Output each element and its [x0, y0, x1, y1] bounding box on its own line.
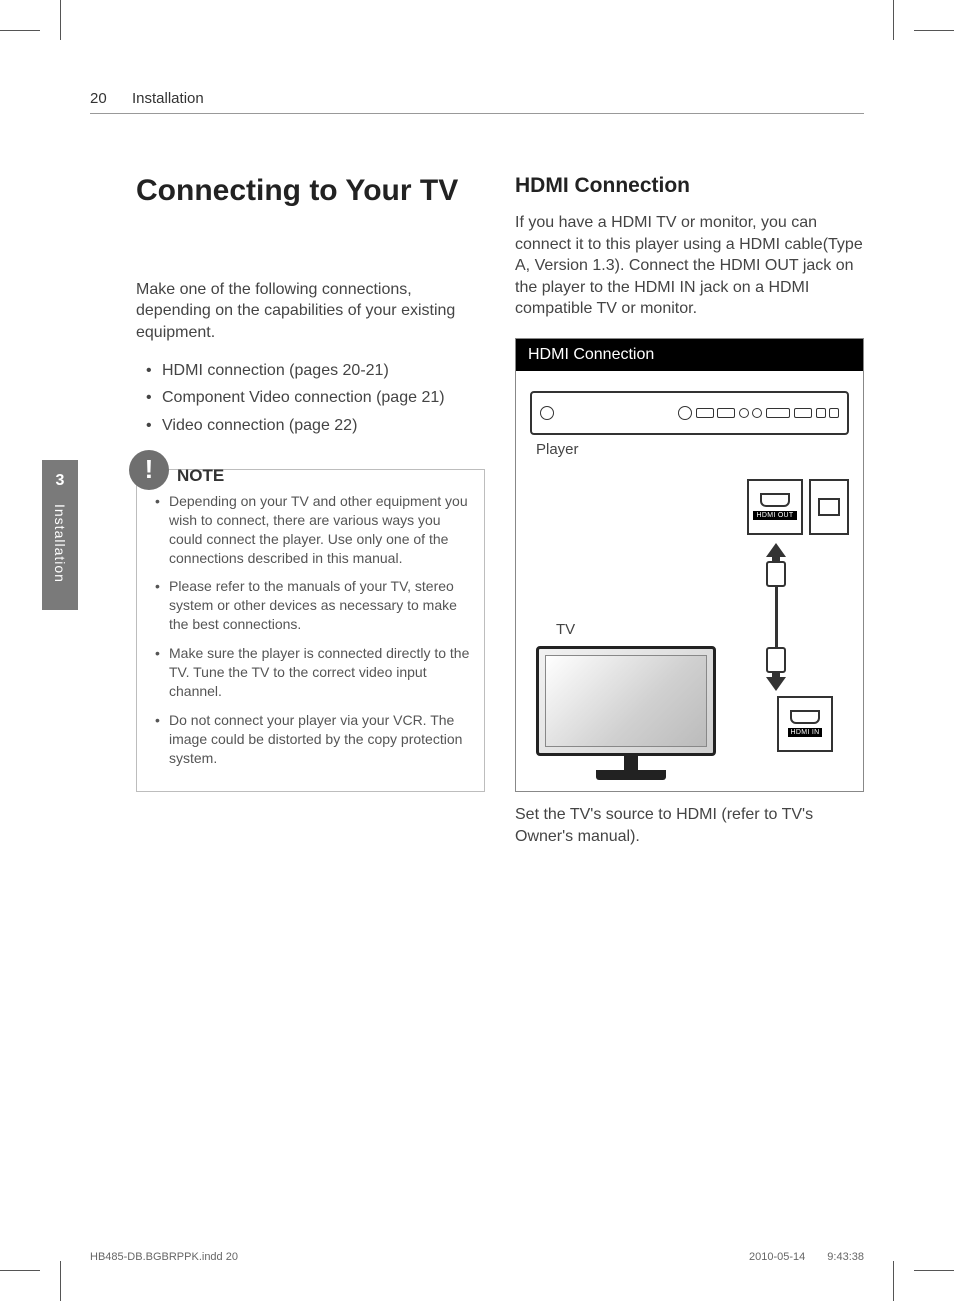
- list-item: HDMI connection (pages 20-21): [142, 357, 485, 384]
- sub-title: HDMI Connection: [515, 174, 864, 198]
- tv-icon: [536, 646, 726, 780]
- page: 20 Installation 3 Installation Connectin…: [60, 30, 894, 1271]
- connection-list: HDMI connection (pages 20-21) Component …: [136, 357, 485, 439]
- player-device-icon: [530, 391, 849, 435]
- list-item: Depending on your TV and other equipment…: [151, 492, 470, 568]
- list-item: Please refer to the manuals of your TV, …: [151, 577, 470, 634]
- page-header: 20 Installation: [90, 90, 864, 114]
- hdmi-out-port-icon: HDMI OUT: [747, 479, 803, 535]
- left-column: Connecting to Your TV Make one of the fo…: [136, 174, 485, 847]
- note-label: NOTE: [177, 466, 224, 486]
- chapter-label: Installation: [52, 504, 68, 583]
- list-item: Component Video connection (page 21): [142, 384, 485, 411]
- diagram-header: HDMI Connection: [516, 339, 863, 371]
- hdmi-cable-icon: [761, 539, 791, 695]
- note-box: ! NOTE Depending on your TV and other eq…: [136, 469, 485, 793]
- chapter-number: 3: [56, 472, 65, 490]
- right-column: HDMI Connection If you have a HDMI TV or…: [515, 174, 864, 847]
- footer-date: 2010-05-14: [749, 1251, 805, 1263]
- hdmi-diagram: HDMI Connection Player: [515, 338, 864, 792]
- page-footer: HB485-DB.BGBRPPK.indd 20 2010-05-14 9:43…: [90, 1251, 864, 1263]
- note-list: Depending on your TV and other equipment…: [151, 492, 470, 768]
- section-name: Installation: [132, 90, 204, 107]
- list-item: Video connection (page 22): [142, 412, 485, 439]
- lan-port-icon: [809, 479, 849, 535]
- diagram-body: Player HDMI OUT TV: [516, 371, 863, 791]
- body-text: If you have a HDMI TV or monitor, you ca…: [515, 212, 864, 320]
- hdmi-in-port-icon: HDMI IN: [777, 696, 833, 752]
- note-badge: ! NOTE: [129, 450, 224, 490]
- page-number: 20: [90, 90, 110, 107]
- main-title: Connecting to Your TV: [136, 174, 485, 209]
- tv-label: TV: [556, 621, 575, 638]
- list-item: Do not connect your player via your VCR.…: [151, 711, 470, 768]
- player-label: Player: [536, 441, 579, 458]
- list-item: Make sure the player is connected direct…: [151, 644, 470, 701]
- content-columns: Connecting to Your TV Make one of the fo…: [90, 174, 864, 847]
- intro-text: Make one of the following connections, d…: [136, 279, 485, 344]
- hdmi-in-tag: HDMI IN: [788, 728, 823, 737]
- side-tab: 3 Installation: [42, 460, 78, 610]
- diagram-caption: Set the TV's source to HDMI (refer to TV…: [515, 804, 864, 847]
- note-icon: !: [129, 450, 169, 490]
- hdmi-out-tag: HDMI OUT: [753, 511, 796, 520]
- footer-file: HB485-DB.BGBRPPK.indd 20: [90, 1251, 238, 1263]
- footer-time: 9:43:38: [827, 1251, 864, 1263]
